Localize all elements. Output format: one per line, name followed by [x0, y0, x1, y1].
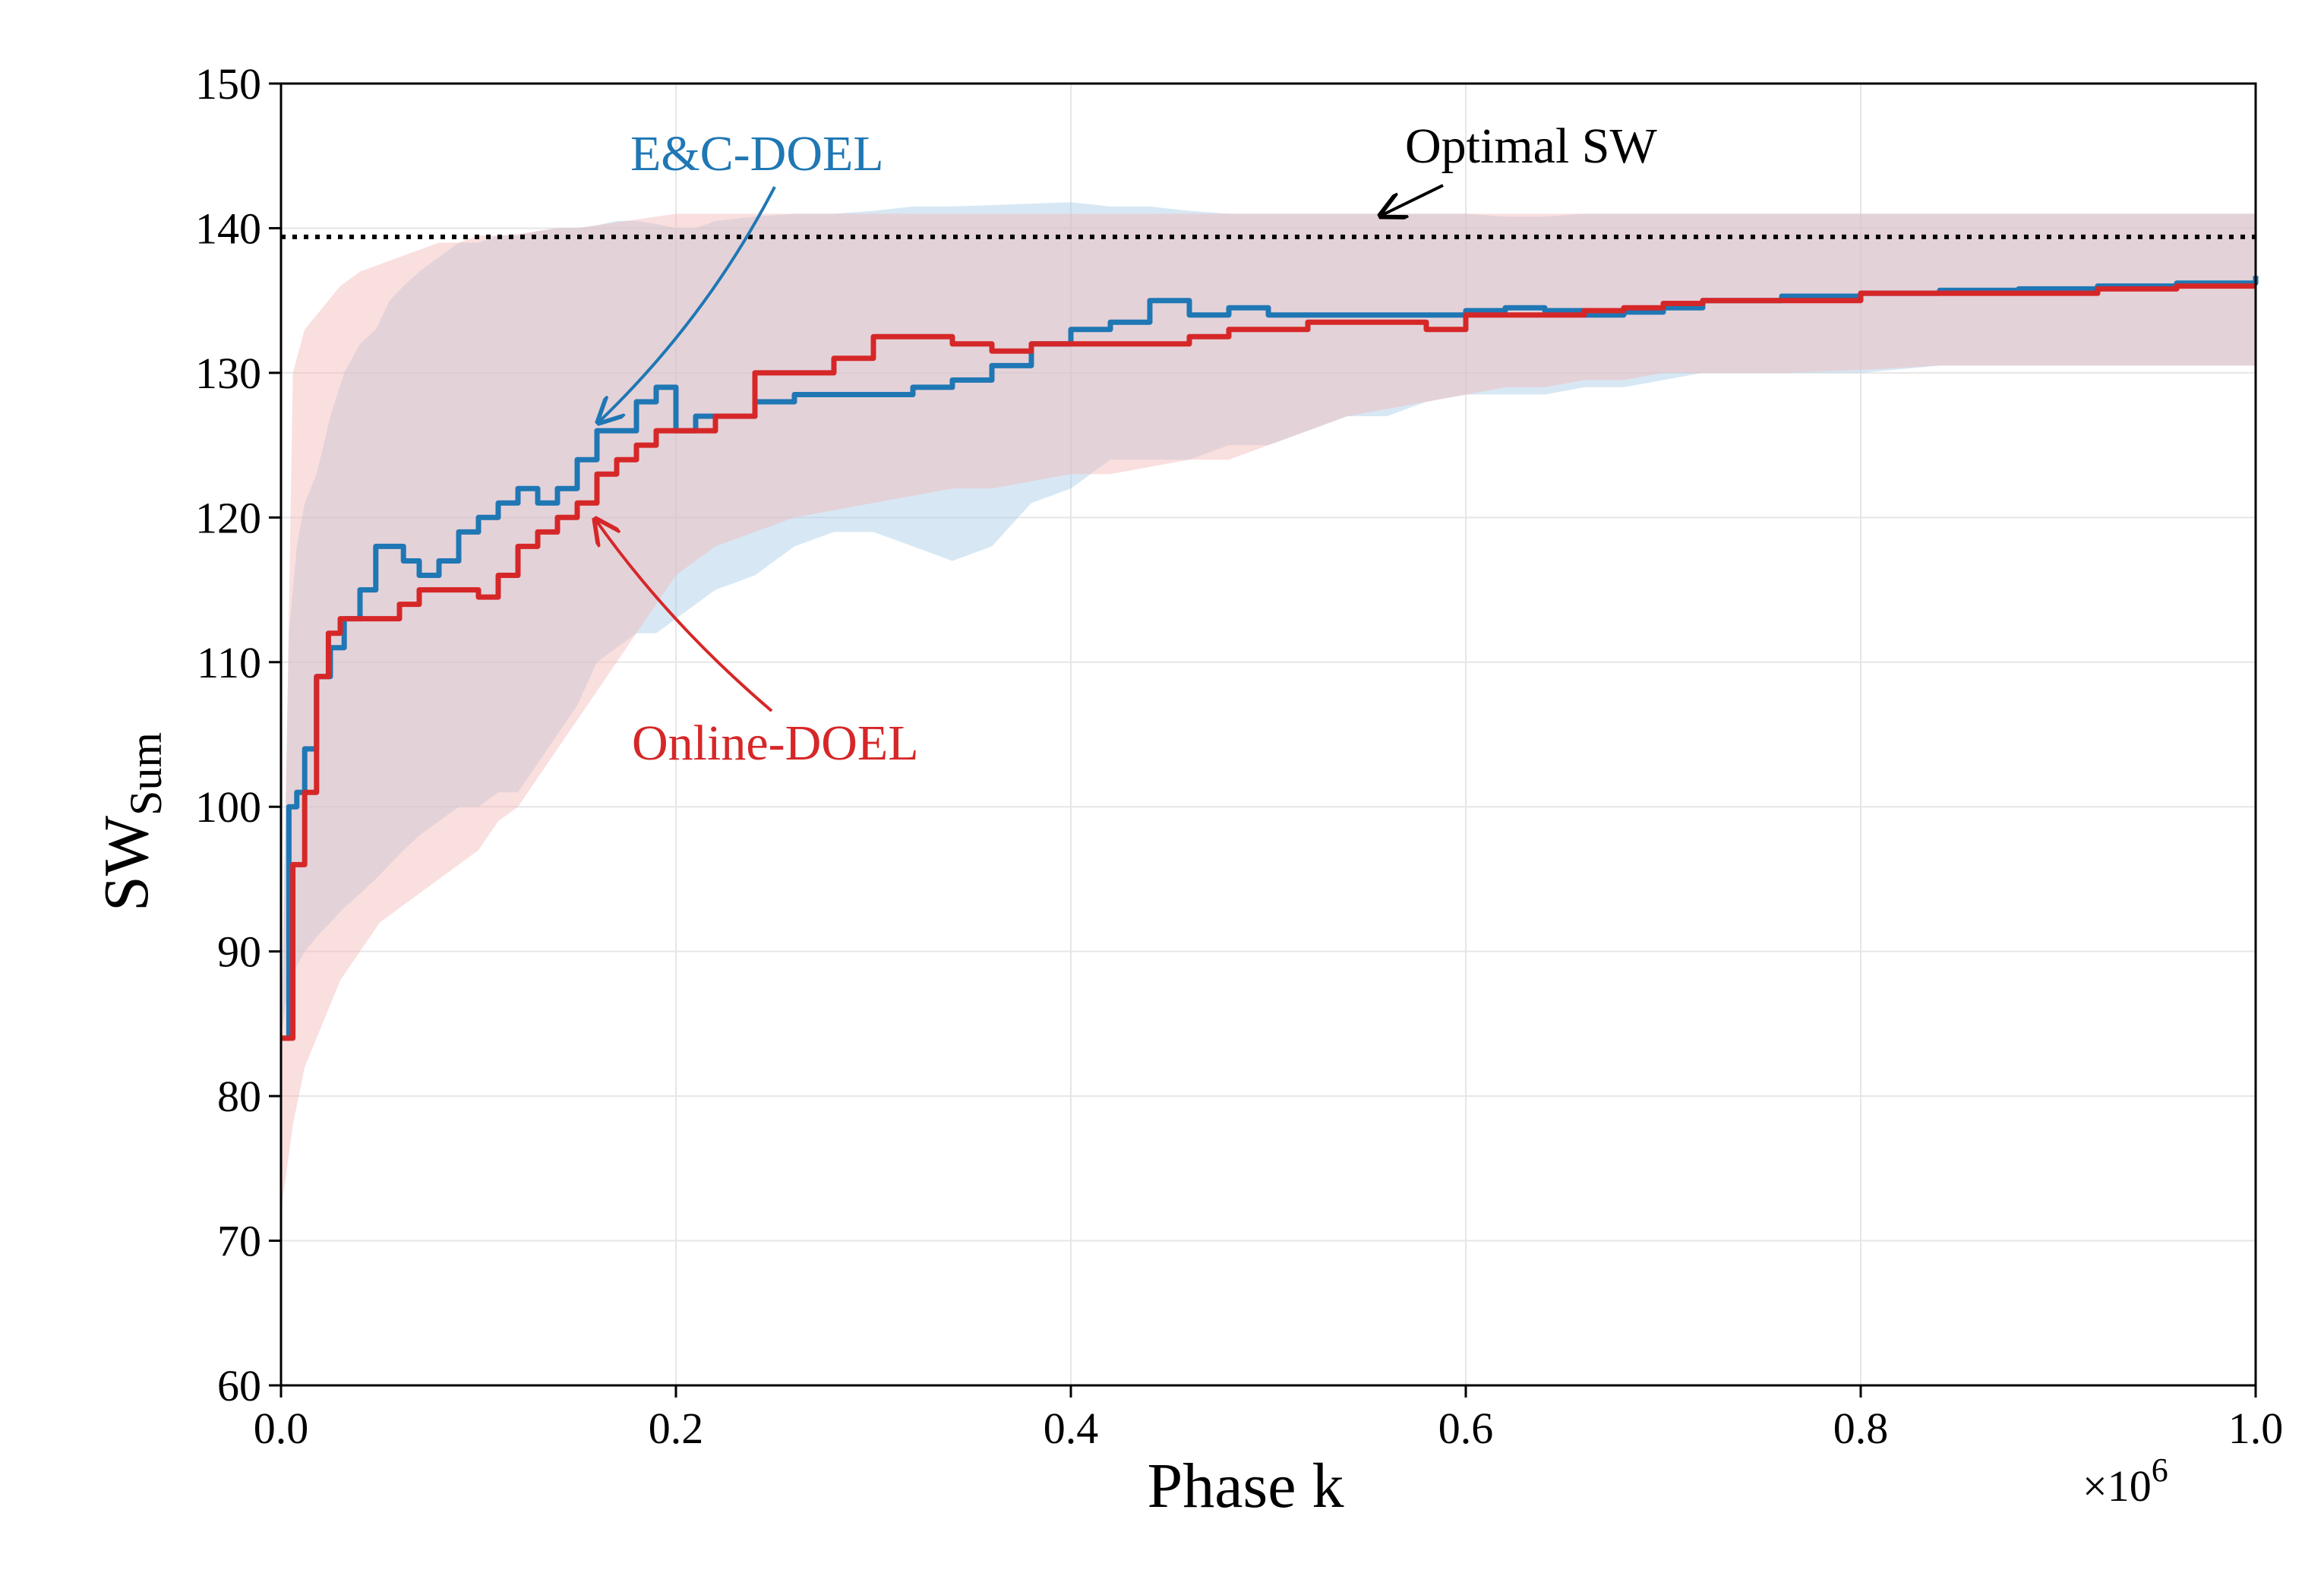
- x-axis-multiplier-exp: 6: [2152, 1451, 2168, 1489]
- y-tick-label: 70: [217, 1217, 261, 1266]
- confidence-band-1: [281, 213, 2256, 1212]
- confidence-bands: [281, 202, 2256, 1212]
- confidence-band-0: [281, 202, 2256, 1038]
- y-tick-label: 150: [195, 59, 261, 109]
- svg-text:SWSum: SWSum: [91, 732, 171, 911]
- arrow-optimal-sw: [1381, 184, 1444, 216]
- y-tick-label: 60: [217, 1361, 261, 1410]
- annotation-arrows: [595, 184, 1444, 712]
- y-tick-label: 120: [195, 493, 261, 542]
- axis-ticks: 0.0 0.2 0.4 0.6 0.8 1.0 60 70 80 90 100 110 120 130 14…: [195, 59, 2283, 1453]
- y-tick-label: 110: [197, 638, 261, 687]
- annotation-online-doel: Online-DOEL: [632, 715, 919, 771]
- x-tick-label: 0.8: [1833, 1404, 1889, 1453]
- plot-frame: [279, 82, 2257, 1387]
- arrow-online-doel: [595, 520, 773, 712]
- y-tick-label: 140: [195, 204, 261, 253]
- y-tick-label: 100: [195, 782, 261, 832]
- series-lines: [281, 276, 2259, 1041]
- series-line-1: [281, 283, 2256, 1041]
- y-axis-title-main: SW: [91, 815, 162, 911]
- x-tick-label: 0.2: [649, 1404, 704, 1453]
- x-tick-label: 1.0: [2228, 1404, 2284, 1453]
- x-tick-label: 0.0: [254, 1404, 309, 1453]
- y-tick-label: 80: [217, 1072, 261, 1121]
- annotation-ec-doel: E&C-DOEL: [630, 126, 884, 182]
- arrow-ec-doel: [598, 186, 776, 422]
- x-tick-label: 0.6: [1438, 1404, 1494, 1453]
- y-tick-label: 90: [217, 927, 261, 977]
- annotation-optimal-sw: Optimal SW: [1405, 118, 1658, 174]
- x-axis-multiplier: ×106: [2082, 1451, 2168, 1511]
- y-axis-title: SWSum: [91, 732, 171, 911]
- x-axis-title: Phase k: [1148, 1451, 1344, 1521]
- x-axis-multiplier-base: ×10: [2082, 1461, 2152, 1511]
- y-axis-title-sub: Sum: [121, 732, 171, 816]
- series-line-0: [281, 276, 2259, 1041]
- x-tick-label: 0.4: [1044, 1404, 1099, 1453]
- y-tick-label: 130: [195, 349, 261, 398]
